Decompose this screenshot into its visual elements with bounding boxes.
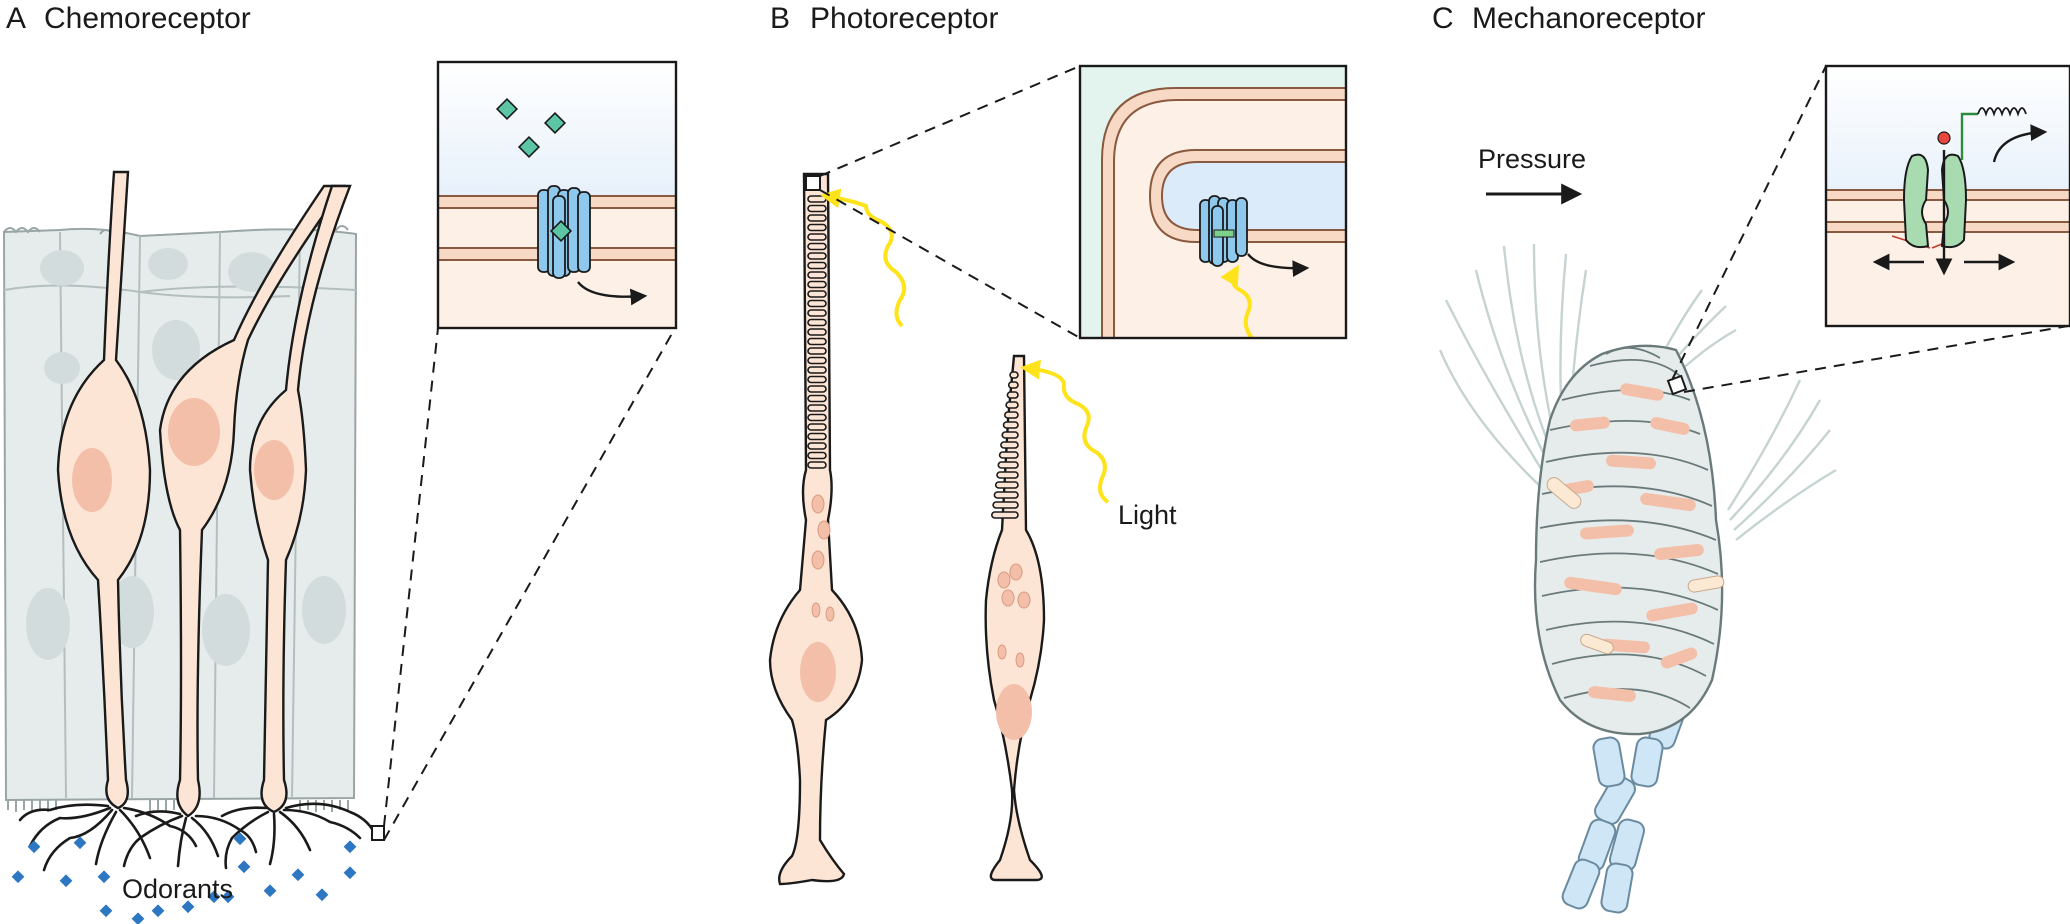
inset-photoreceptor-disk (1078, 64, 1348, 340)
odorant-receptor-channel (537, 185, 591, 279)
cation (1937, 131, 1951, 145)
zoom-line-a (383, 327, 675, 841)
rod-disk (807, 432, 827, 441)
rod-disk (807, 385, 827, 393)
rod-disk (807, 394, 827, 403)
rod-disk (807, 413, 827, 422)
olfactory-neuron-3 (248, 184, 352, 814)
cone-disk (1000, 441, 1019, 449)
cone-disk (996, 471, 1019, 479)
light-wave-cone (1020, 359, 1110, 504)
rod-disk (807, 347, 827, 355)
light-arrow-inset (1220, 264, 1254, 338)
corpuscle-pale-cells (1546, 477, 1725, 655)
rod-disk (807, 451, 827, 460)
panel-b-photoreceptor: B Photoreceptor (768, 2, 1348, 886)
rod-disks (807, 195, 827, 469)
panel-c-letter: C (1432, 2, 1454, 35)
rod-disk (807, 242, 827, 251)
rod-disk (807, 337, 827, 346)
rod-disk (807, 252, 827, 260)
cone-disk (1001, 431, 1019, 439)
corpuscle-zoom-box (1666, 374, 1688, 396)
light-label: Light (1118, 500, 1177, 530)
rod-disk (807, 214, 827, 222)
retinal-chromophore (1213, 229, 1235, 238)
corpuscle-cells (1560, 383, 1704, 702)
cone-disk (1006, 391, 1019, 399)
rod-disk (807, 309, 827, 317)
tether-spring (1977, 107, 2027, 117)
force-arrow (1992, 124, 2048, 163)
zoom-line-c (1671, 65, 2069, 393)
panel-a-letter: A (6, 2, 26, 35)
pressure-label: Pressure (1478, 144, 1586, 174)
inset-mechanosensitive-channel (1824, 64, 2070, 328)
odorant-ligands (495, 97, 573, 243)
cone-disk (997, 461, 1019, 469)
tether-link (1960, 112, 1978, 160)
rod-disk (807, 271, 827, 279)
rod-disk (807, 233, 827, 241)
cone-disk (1005, 401, 1019, 409)
rod-disk (807, 261, 827, 270)
signal-arrow-b (1247, 253, 1310, 277)
cone-disks (990, 371, 1019, 519)
panel-b-title: Photoreceptor (810, 2, 998, 35)
panel-c-title: Mechanoreceptor (1472, 2, 1705, 35)
panel-c-mechanoreceptor: C Mechanoreceptor Pressure (1432, 2, 2070, 914)
rod-disk (807, 356, 827, 365)
rod-disk (807, 195, 827, 203)
cone-disk (993, 491, 1019, 499)
rod-cell (768, 172, 864, 886)
cone-disk (1003, 411, 1019, 419)
rod-disk (807, 318, 827, 327)
rod-disk (807, 280, 827, 289)
rod-disk (807, 375, 827, 384)
panel-a-chemoreceptor: A Chemoreceptor (2, 2, 678, 924)
rod-disk (807, 461, 827, 469)
rod-disk (807, 299, 827, 308)
rod-disk (807, 423, 827, 431)
rod-disk (807, 290, 827, 298)
mechanosensitive-channel-halves (1902, 153, 1968, 249)
olfactory-neuron-2 (158, 184, 347, 818)
olfactory-cilia (18, 802, 376, 872)
cone-cell (984, 354, 1046, 882)
rod-disk (807, 204, 827, 213)
rod-disk (807, 442, 827, 450)
rod-disk (807, 223, 827, 232)
panel-a-title: Chemoreceptor (44, 2, 251, 35)
cone-disk (990, 511, 1019, 519)
cone-disk (1007, 381, 1019, 389)
olfactory-neuron-1 (56, 170, 152, 810)
zoom-line-b (819, 65, 1081, 339)
light-wave-rod (820, 188, 907, 328)
cone-disk (994, 481, 1019, 489)
rod-zoom-box (805, 175, 821, 191)
signal-arrow-a (577, 281, 648, 306)
cone-disk (992, 501, 1019, 509)
cone-disk (1009, 371, 1019, 379)
cone-disk (1002, 421, 1019, 429)
panel-b-letter: B (770, 2, 790, 35)
inset-odorant-receptor (436, 60, 678, 330)
odorants-label: Odorants (122, 874, 233, 904)
cilium-zoom-box (371, 825, 385, 841)
rod-disk (807, 328, 827, 336)
cone-disk (998, 451, 1019, 459)
rod-disk (807, 404, 827, 412)
rod-disk (807, 366, 827, 374)
pacinian-corpuscle (1533, 344, 1725, 736)
